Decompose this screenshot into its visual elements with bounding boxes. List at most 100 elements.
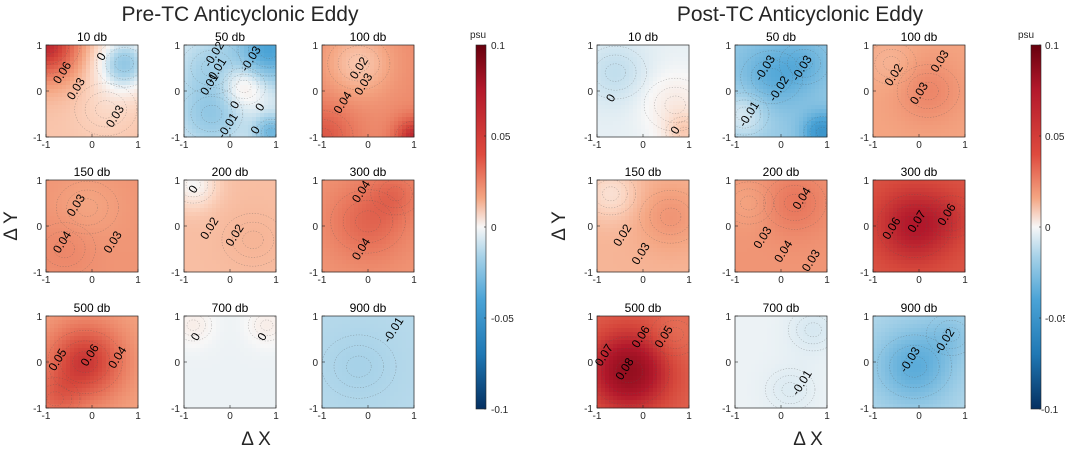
field-cell <box>102 53 107 58</box>
field-cell <box>330 208 335 213</box>
field-cell <box>358 264 363 269</box>
field-cell <box>406 69 411 74</box>
field-cell <box>216 109 221 114</box>
field-cell <box>268 332 273 337</box>
field-cell <box>350 360 355 365</box>
y-tick-label: 1 <box>174 41 180 52</box>
field-cell <box>130 376 135 381</box>
field-cell <box>208 105 213 110</box>
field-cell <box>228 129 233 134</box>
field-cell <box>82 180 87 185</box>
field-cell <box>382 224 387 229</box>
field-cell <box>70 121 75 126</box>
field-cell <box>244 105 249 110</box>
field-cell <box>342 240 347 245</box>
field-cell <box>94 89 99 94</box>
field-cell <box>260 204 265 209</box>
field-cell <box>82 384 87 389</box>
field-cell <box>208 133 213 138</box>
field-cell <box>86 236 91 241</box>
field-cell <box>362 65 367 70</box>
field-cell <box>102 232 107 237</box>
field-cell <box>256 232 261 237</box>
field-cell <box>366 105 371 110</box>
field-cell <box>402 180 407 185</box>
field-cell <box>122 380 127 385</box>
field-cell <box>134 228 139 233</box>
field-cell <box>94 340 99 345</box>
field-cell <box>66 360 71 365</box>
field-cell <box>252 121 257 126</box>
field-cell <box>122 180 127 185</box>
field-cell <box>268 384 273 389</box>
field-cell <box>346 400 351 405</box>
field-cell <box>58 53 63 58</box>
field-cell <box>358 344 363 349</box>
contour-line <box>255 118 276 137</box>
field-cell <box>216 396 221 401</box>
field-cell <box>62 252 67 257</box>
field-cell <box>358 192 363 197</box>
field-cell <box>196 352 201 357</box>
field-cell <box>244 376 249 381</box>
field-cell <box>126 117 131 122</box>
contour-line <box>265 127 276 137</box>
field-cell <box>224 109 229 114</box>
field-cell <box>212 332 217 337</box>
field-cell <box>386 396 391 401</box>
field-cell <box>130 208 135 213</box>
field-cell <box>346 256 351 261</box>
field-cell <box>338 332 343 337</box>
field-cell <box>102 316 107 321</box>
field-cell <box>46 232 51 237</box>
field-cell <box>126 348 131 353</box>
field-cell <box>362 384 367 389</box>
field-cell <box>248 260 253 265</box>
field-cell <box>386 101 391 106</box>
field-cell <box>86 372 91 377</box>
field-cell <box>236 376 241 381</box>
field-cell <box>350 340 355 345</box>
field-cell <box>386 316 391 321</box>
field-cell <box>342 316 347 321</box>
contour-line <box>342 200 394 243</box>
field-cell <box>398 340 403 345</box>
field-cell <box>272 232 277 237</box>
field-cell <box>126 93 131 98</box>
field-cell <box>90 368 95 373</box>
field-cell <box>46 240 51 245</box>
field-cell <box>90 73 95 78</box>
field-cell <box>394 352 399 357</box>
field-cell <box>184 61 189 66</box>
field-cell <box>406 192 411 197</box>
field-cell <box>224 320 229 325</box>
field-cell <box>228 236 233 241</box>
field-cell <box>196 45 201 50</box>
field-cell <box>102 352 107 357</box>
contour-lines <box>322 334 397 399</box>
field-cell <box>54 400 59 405</box>
field-cell <box>326 93 331 98</box>
field-cell <box>390 240 395 245</box>
field-cell <box>212 200 217 205</box>
field-cell <box>54 212 59 217</box>
field-cell <box>358 384 363 389</box>
field-cell <box>82 228 87 233</box>
field-cell <box>256 129 261 134</box>
field-cell <box>394 356 399 361</box>
field-cell <box>358 113 363 118</box>
field-cell <box>390 109 395 114</box>
field-cell <box>232 133 237 138</box>
field-cell <box>402 384 407 389</box>
field-cell <box>370 180 375 185</box>
field-cell <box>264 109 269 114</box>
field-cell <box>358 256 363 261</box>
field-cell <box>232 204 237 209</box>
field-cell <box>204 388 209 393</box>
contour-line <box>258 45 276 59</box>
field-cell <box>184 204 189 209</box>
field-cell <box>130 49 135 54</box>
field-cell <box>70 224 75 229</box>
field-cell <box>216 248 221 253</box>
